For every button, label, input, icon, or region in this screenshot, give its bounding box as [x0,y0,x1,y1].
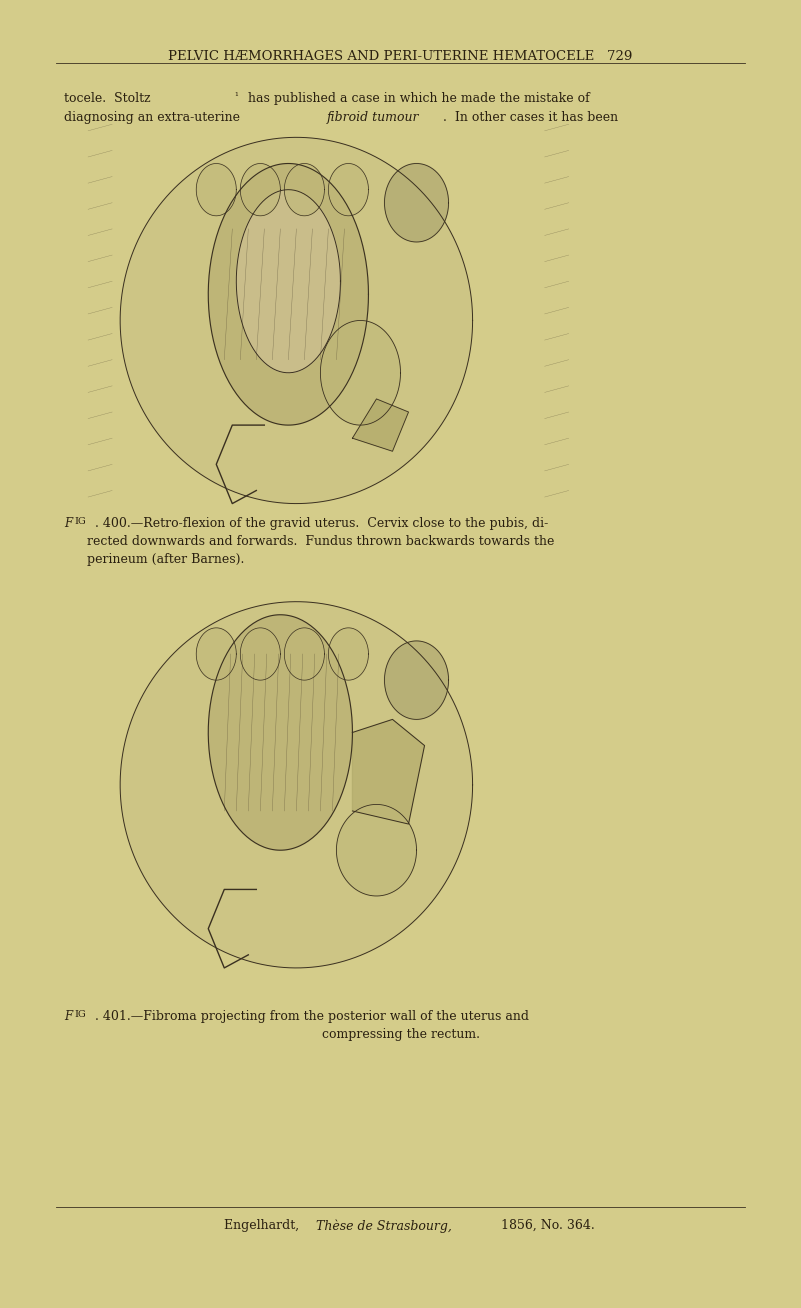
Polygon shape [236,190,340,373]
Polygon shape [336,804,417,896]
Text: rected downwards and forwards.  Fundus thrown backwards towards the: rected downwards and forwards. Fundus th… [87,535,553,548]
FancyBboxPatch shape [80,566,577,1001]
Text: has published a case in which he made the mistake of: has published a case in which he made th… [244,92,590,105]
FancyBboxPatch shape [80,120,577,510]
Polygon shape [352,719,425,824]
Polygon shape [208,164,368,425]
Polygon shape [196,164,236,216]
Polygon shape [328,628,368,680]
Text: fibroid tumour: fibroid tumour [327,111,419,124]
Polygon shape [320,320,400,425]
Polygon shape [384,164,449,242]
Text: Thèse de Strasbourg,: Thèse de Strasbourg, [316,1219,453,1232]
Text: .  In other cases it has been: . In other cases it has been [443,111,618,124]
Polygon shape [120,137,473,504]
Polygon shape [208,615,352,850]
Polygon shape [384,641,449,719]
Polygon shape [328,164,368,216]
Text: tocele.  Stoltz: tocele. Stoltz [64,92,151,105]
Text: perineum (after Barnes).: perineum (after Barnes). [87,553,244,566]
Polygon shape [284,164,324,216]
Text: Engelhardt,: Engelhardt, [224,1219,304,1232]
Text: IG: IG [74,1010,87,1019]
Polygon shape [120,602,473,968]
Text: diagnosing an extra-uterine: diagnosing an extra-uterine [64,111,244,124]
Text: IG: IG [74,517,87,526]
Polygon shape [240,628,280,680]
Polygon shape [196,628,236,680]
Text: compressing the rectum.: compressing the rectum. [321,1028,480,1041]
Polygon shape [284,628,324,680]
Text: PELVIC HÆMORRHAGES AND PERI-UTERINE HEMATOCELE   729: PELVIC HÆMORRHAGES AND PERI-UTERINE HEMA… [168,50,633,63]
Polygon shape [240,164,280,216]
Text: F: F [64,1010,72,1023]
Text: 1856, No. 364.: 1856, No. 364. [497,1219,594,1232]
Text: F: F [64,517,72,530]
Text: ¹: ¹ [235,92,239,101]
Text: . 400.—Retro-flexion of the gravid uterus.  Cervix close to the pubis, di-: . 400.—Retro-flexion of the gravid uteru… [95,517,548,530]
Polygon shape [352,399,409,451]
Text: . 401.—Fibroma projecting from the posterior wall of the uterus and: . 401.—Fibroma projecting from the poste… [95,1010,529,1023]
